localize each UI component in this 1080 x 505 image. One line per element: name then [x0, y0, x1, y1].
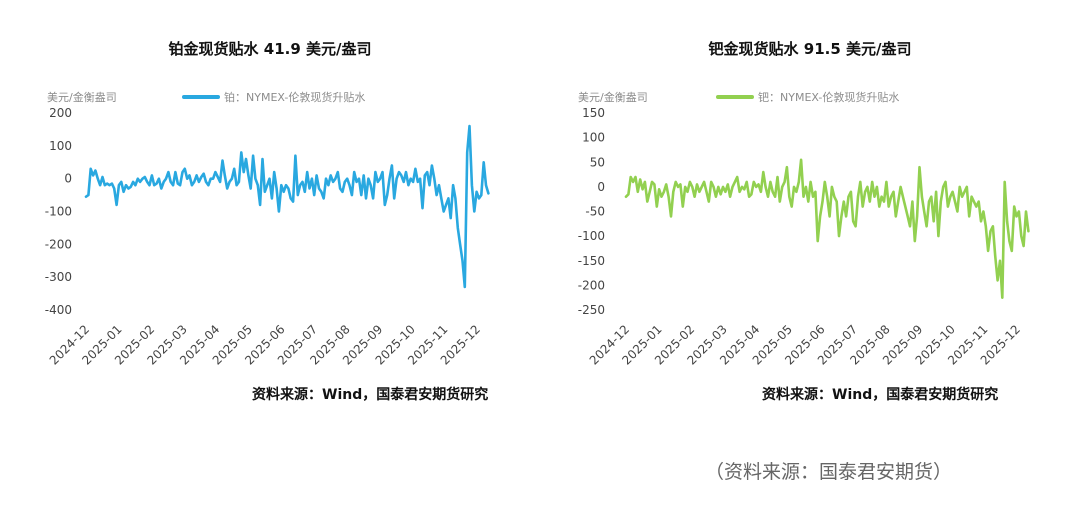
y-tick-label: 50: [590, 155, 605, 169]
y-tick-label: 150: [582, 106, 605, 120]
y-tick-label: 0: [64, 172, 72, 186]
legend-swatch: [716, 95, 754, 99]
y-tick-label: -400: [45, 303, 72, 317]
palladium-chart-panel: 钯金现货贴水 91.5 美元/盎司 美元/金衡盎司 钯：NYMEX-伦敦现货升贴…: [540, 0, 1080, 420]
series-line: [624, 158, 1030, 300]
y-tick-label: -300: [45, 270, 72, 284]
chart-legend: 钯：NYMEX-伦敦现货升贴水: [716, 89, 899, 105]
palladium-line-chart: 150100500-50-100-150-200-2502024-122025-…: [578, 106, 1030, 368]
y-tick-label: -100: [578, 229, 605, 243]
chart-legend: 铂：NYMEX-伦敦现货升贴水: [182, 89, 365, 105]
legend-label: 钯：NYMEX-伦敦现货升贴水: [758, 91, 900, 104]
y-tick-label: -50: [585, 205, 605, 219]
y-tick-label: -200: [45, 237, 72, 251]
legend-swatch: [182, 95, 220, 99]
legend-label: 铂：NYMEX-伦敦现货升贴水: [224, 91, 366, 104]
chart-title: 铂金现货贴水 41.9 美元/盎司: [168, 40, 372, 58]
y-tick-label: -250: [578, 303, 605, 317]
y-tick-label: -100: [45, 205, 72, 219]
footer-source: （资料来源：国泰君安期货）: [705, 461, 953, 483]
y-tick-label: -200: [578, 278, 605, 292]
platinum-line-chart: 2001000-100-200-300-4002024-122025-01202…: [45, 106, 490, 368]
y-tick-label: 100: [49, 139, 72, 153]
chart-title: 钯金现货贴水 91.5 美元/盎司: [708, 40, 912, 58]
y-tick-label: 0: [597, 180, 605, 194]
y-tick-label: 200: [49, 106, 72, 120]
series-line: [84, 124, 490, 289]
y-tick-label: -150: [578, 254, 605, 268]
platinum-chart-panel: 铂金现货贴水 41.9 美元/盎司 美元/金衡盎司 铂：NYMEX-伦敦现货升贴…: [0, 0, 540, 420]
source-note: 资料来源：Wind，国泰君安期货研究: [252, 387, 489, 403]
y-axis-unit-label: 美元/金衡盎司: [47, 91, 117, 104]
y-tick-label: 100: [582, 131, 605, 145]
y-axis-unit-label: 美元/金衡盎司: [578, 91, 648, 104]
source-note: 资料来源：Wind，国泰君安期货研究: [762, 387, 999, 403]
